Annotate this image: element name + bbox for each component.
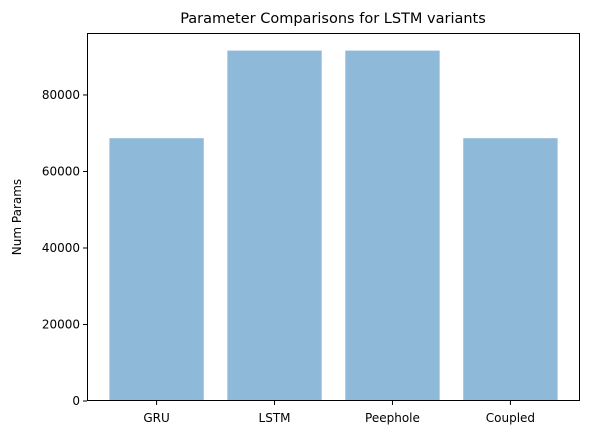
- plot-frame: [87, 33, 580, 401]
- x-tick-label: Coupled: [486, 411, 535, 425]
- bars-group: [109, 50, 558, 401]
- y-tick-label: 80000: [42, 88, 80, 102]
- bar-lstm: [227, 50, 322, 401]
- y-tick-label: 60000: [42, 164, 80, 178]
- bar-gru: [109, 138, 204, 401]
- y-tick-label: 40000: [42, 241, 80, 255]
- x-tick-label: LSTM: [259, 411, 291, 425]
- bar-peephole: [345, 50, 440, 401]
- bar-coupled: [463, 138, 558, 401]
- x-tick-label: Peephole: [365, 411, 420, 425]
- chart-title: Parameter Comparisons for LSTM variants: [180, 11, 486, 27]
- x-tick-label: GRU: [143, 411, 169, 425]
- y-tick-label: 20000: [42, 317, 80, 331]
- y-axis-label: Num Params: [10, 179, 24, 255]
- x-axis-ticks: GRU LSTM Peephole Coupled: [143, 401, 535, 425]
- y-axis-ticks: 0 20000 40000 60000 80000: [42, 88, 87, 408]
- y-tick-label: 0: [72, 394, 80, 408]
